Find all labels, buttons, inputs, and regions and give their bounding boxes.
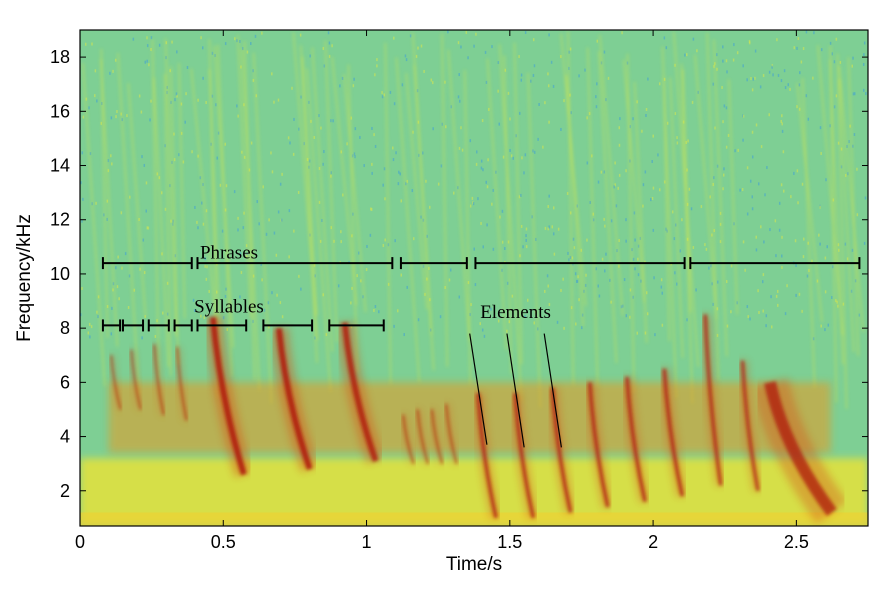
element-marker [469, 333, 488, 445]
phrases-label: Phrases [200, 242, 258, 263]
syllables-label: Syllables [194, 296, 264, 317]
y-tick-label: 12 [50, 210, 70, 230]
x-tick-label: 0.5 [211, 532, 236, 552]
phrase-bracket [101, 257, 193, 270]
sweep-mark [400, 414, 417, 465]
y-tick-label: 6 [60, 372, 70, 392]
sweep-mark [658, 368, 688, 498]
sweep-mark [335, 321, 385, 465]
axes: 0 0.5 1 1.5 2 2.5 2 4 6 8 10 12 14 16 18 [50, 30, 868, 552]
x-axis-label: Time/s [446, 554, 502, 575]
annotations: Phrases Syllables Elements [101, 242, 861, 448]
element-marker [543, 333, 562, 448]
sweep-mark [472, 392, 502, 520]
syllable-bracket [262, 319, 314, 332]
sweep-mark [108, 355, 124, 411]
phrase-bracket [399, 257, 468, 270]
sweep-mark [174, 346, 190, 421]
y-tick-label: 16 [50, 101, 70, 121]
element-marker [506, 333, 525, 448]
spectrogram-streaks [82, 31, 864, 409]
y-tick-label: 8 [60, 318, 70, 338]
x-tick-label: 2 [648, 532, 658, 552]
spectrogram-noise [80, 30, 867, 341]
y-axis-label: Frequency/kHz [14, 214, 35, 342]
x-tick-label: 1 [362, 532, 372, 552]
plot-frame [79, 29, 869, 527]
syllable-bracket [173, 319, 193, 332]
sweep-mark [547, 387, 576, 514]
syllable-bracket [328, 319, 385, 332]
sweep-mark [621, 376, 651, 503]
syllable-bracket [101, 319, 122, 332]
sweep-mark [414, 409, 431, 465]
y-tick-label: 18 [50, 47, 70, 67]
sweep-mark [443, 403, 460, 465]
sweep-mark [269, 327, 319, 473]
sweep-mark [509, 392, 539, 520]
plot-area [80, 30, 868, 526]
phrase-bracket [196, 257, 394, 270]
phrase-bracket [689, 257, 861, 270]
sweep-mark [751, 378, 848, 524]
sweep-mark [151, 344, 167, 416]
y-tick-label: 10 [50, 264, 70, 284]
sweep-traces [108, 314, 848, 524]
syllable-bracket [196, 319, 248, 332]
sweep-mark [700, 314, 726, 487]
sweep-mark [128, 349, 144, 411]
syllable-bracket [121, 319, 145, 332]
x-tick-label: 1.5 [497, 532, 522, 552]
y-tick-label: 14 [50, 156, 70, 176]
y-tick-label: 4 [60, 427, 70, 447]
sweep-mark [584, 381, 614, 509]
sweep-mark [428, 409, 446, 465]
y-tick-label: 2 [60, 481, 70, 501]
sweep-mark [203, 316, 253, 478]
x-tick-label: 2.5 [784, 532, 809, 552]
sweep-mark [737, 360, 763, 492]
x-tick-label: 0 [75, 532, 85, 552]
elements-label: Elements [480, 302, 551, 323]
phrase-bracket [474, 257, 686, 270]
syllable-bracket [147, 319, 170, 332]
